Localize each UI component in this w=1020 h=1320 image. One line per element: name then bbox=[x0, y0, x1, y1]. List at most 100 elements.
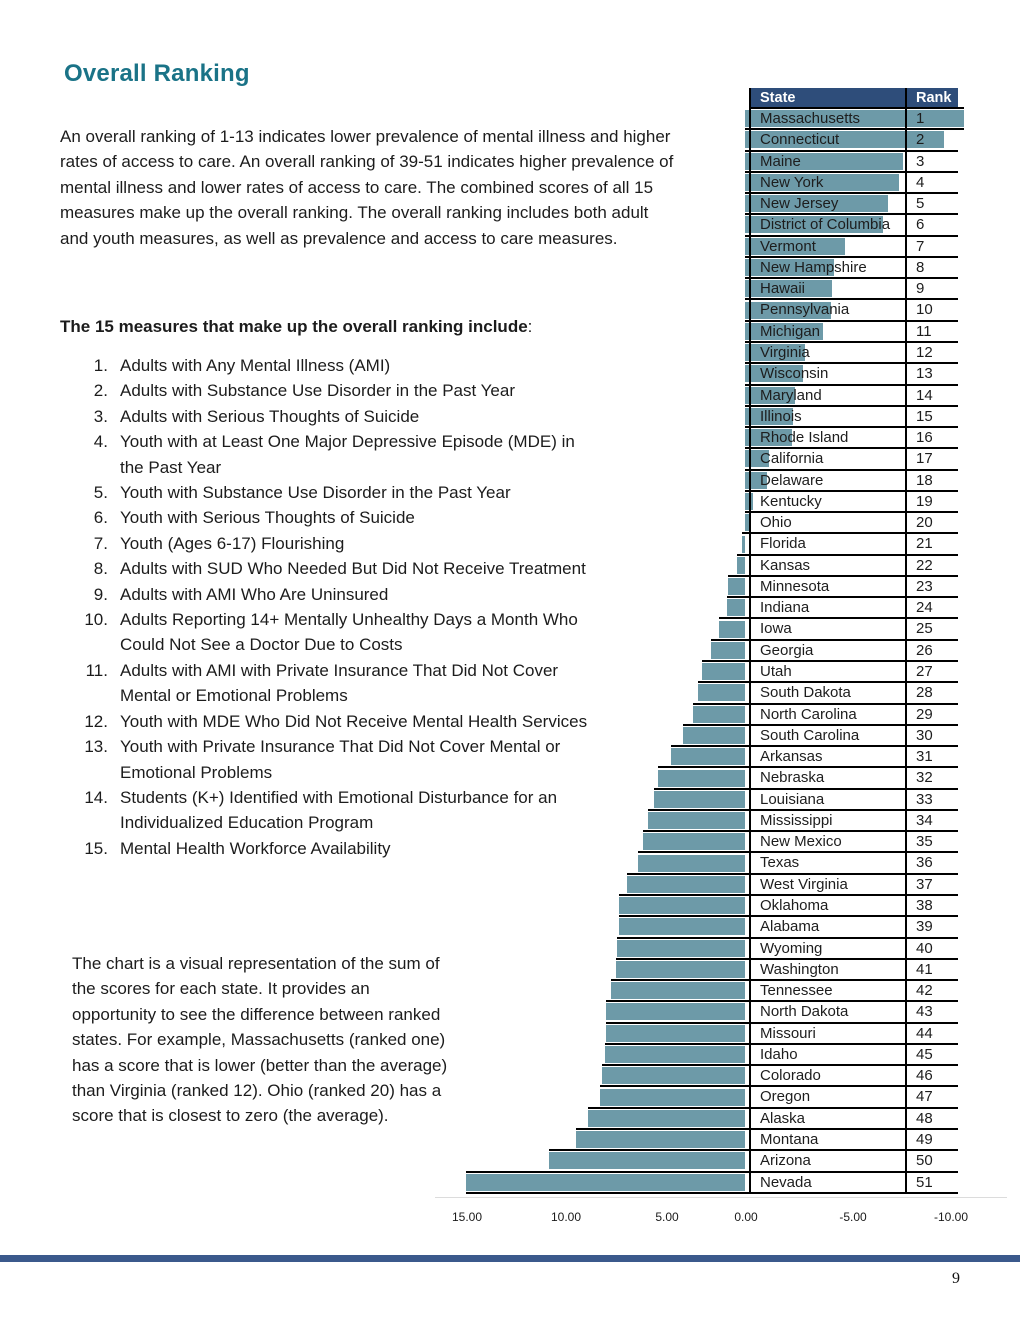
measure-item: Youth with MDE Who Did Not Receive Menta… bbox=[60, 709, 588, 735]
rank-cell: 46 bbox=[916, 1067, 933, 1085]
rank-cell: 9 bbox=[916, 280, 925, 298]
row-divider bbox=[606, 1000, 958, 1003]
rank-cell: 34 bbox=[916, 811, 933, 829]
rank-cell: 40 bbox=[916, 939, 933, 957]
rank-cell: 2 bbox=[916, 131, 925, 149]
axis-tick-label: 15.00 bbox=[451, 1210, 483, 1224]
score-bar bbox=[742, 535, 745, 553]
rank-cell: 21 bbox=[916, 535, 933, 553]
state-cell: Pennsylvania bbox=[760, 301, 850, 319]
axis-tick-label: 10.00 bbox=[550, 1210, 582, 1224]
row-divider bbox=[745, 192, 958, 195]
measure-item: Adults with AMI with Private Insurance T… bbox=[60, 658, 559, 706]
row-divider bbox=[727, 596, 958, 599]
rank-cell: 35 bbox=[916, 833, 933, 851]
state-cell: Idaho bbox=[760, 1045, 798, 1063]
rank-cell: 25 bbox=[916, 620, 933, 638]
rank-cell: 5 bbox=[916, 195, 925, 213]
rank-cell: 45 bbox=[916, 1045, 933, 1063]
measures-lead-text: The 15 measures that make up the overall… bbox=[60, 317, 528, 336]
rank-cell: 22 bbox=[916, 556, 933, 574]
row-divider bbox=[745, 128, 965, 131]
score-bar bbox=[745, 152, 904, 170]
rank-cell: 1 bbox=[916, 110, 925, 127]
row-divider bbox=[745, 404, 958, 407]
row-divider bbox=[745, 383, 958, 386]
row-divider bbox=[745, 340, 958, 343]
axis-tick-label: -10.00 bbox=[933, 1210, 969, 1224]
score-bar bbox=[606, 1003, 745, 1021]
state-cell: New Jersey bbox=[760, 195, 839, 213]
row-divider bbox=[575, 1127, 958, 1130]
state-cell: Wyoming bbox=[760, 939, 823, 957]
rank-cell: 32 bbox=[916, 769, 933, 787]
rank-cell: 4 bbox=[916, 173, 925, 191]
row-divider bbox=[745, 362, 958, 365]
rank-cell: 24 bbox=[916, 599, 933, 617]
header-divider bbox=[750, 107, 965, 109]
state-cell: South Dakota bbox=[760, 684, 851, 702]
state-cell: Maine bbox=[760, 152, 801, 170]
rank-cell: 42 bbox=[916, 982, 933, 1000]
state-cell: North Dakota bbox=[760, 1003, 849, 1021]
column-header-rank: Rank bbox=[916, 90, 952, 106]
row-divider bbox=[638, 851, 958, 854]
page-title: Overall Ranking bbox=[64, 60, 250, 87]
rank-cell: 23 bbox=[916, 577, 933, 595]
rank-cell: 49 bbox=[916, 1130, 933, 1148]
score-bar bbox=[642, 833, 745, 851]
state-cell: Colorado bbox=[760, 1067, 821, 1085]
measure-item: Youth with Serious Thoughts of Suicide bbox=[60, 505, 415, 531]
state-cell: Minnesota bbox=[760, 577, 830, 595]
rank-cell: 51 bbox=[916, 1173, 933, 1191]
row-divider bbox=[618, 915, 958, 918]
row-divider bbox=[710, 638, 958, 641]
score-bar bbox=[745, 110, 965, 128]
score-bar bbox=[745, 450, 770, 468]
column-header-state: State bbox=[760, 90, 796, 106]
state-cell: District of Columbia bbox=[760, 216, 891, 234]
row-divider bbox=[745, 468, 958, 471]
score-bar bbox=[745, 259, 835, 277]
table-left-border bbox=[749, 88, 751, 1193]
rank-cell: 30 bbox=[916, 726, 933, 744]
score-bar bbox=[745, 280, 833, 298]
row-divider bbox=[728, 574, 958, 577]
row-divider bbox=[615, 957, 958, 960]
state-cell: Indiana bbox=[760, 599, 810, 617]
axis-tick-label: -5.00 bbox=[839, 1210, 867, 1224]
score-bar bbox=[599, 1088, 745, 1106]
measure-item: Students (K+) Identified with Emotional … bbox=[60, 785, 558, 833]
axis-tick-label: 5.00 bbox=[655, 1210, 679, 1224]
state-cell: Michigan bbox=[760, 322, 821, 340]
row-divider bbox=[670, 745, 958, 748]
rank-cell: 39 bbox=[916, 918, 933, 936]
rank-cell: 10 bbox=[916, 301, 933, 319]
score-bar bbox=[626, 875, 745, 893]
state-cell: Oklahoma bbox=[760, 896, 829, 914]
row-divider bbox=[466, 1191, 958, 1194]
rank-cell: 27 bbox=[916, 663, 933, 681]
state-cell: Mississippi bbox=[760, 811, 833, 829]
row-divider bbox=[604, 1042, 958, 1045]
measure-item: Youth with Substance Use Disorder in the… bbox=[60, 480, 511, 506]
rank-cell: 29 bbox=[916, 705, 933, 723]
row-divider bbox=[605, 1021, 958, 1024]
row-divider bbox=[642, 830, 958, 833]
score-bar bbox=[702, 663, 745, 681]
rank-cell: 15 bbox=[916, 407, 933, 425]
measures-lead: The 15 measures that make up the overall… bbox=[60, 314, 532, 339]
measure-item: Adults with SUD Who Needed But Did Not R… bbox=[60, 556, 586, 582]
rank-cell: 12 bbox=[916, 343, 933, 361]
row-divider bbox=[745, 277, 958, 280]
column-divider bbox=[905, 88, 907, 1193]
score-bar bbox=[745, 407, 794, 425]
measure-item: Adults with Substance Use Disorder in th… bbox=[60, 378, 515, 404]
axis-tick-label: 0.00 bbox=[734, 1210, 758, 1224]
state-cell: Virginia bbox=[760, 343, 810, 361]
rank-cell: 26 bbox=[916, 641, 933, 659]
row-divider bbox=[657, 766, 958, 769]
rank-cell: 28 bbox=[916, 684, 933, 702]
state-cell: Connecticut bbox=[760, 131, 840, 149]
rank-cell: 11 bbox=[916, 322, 932, 340]
